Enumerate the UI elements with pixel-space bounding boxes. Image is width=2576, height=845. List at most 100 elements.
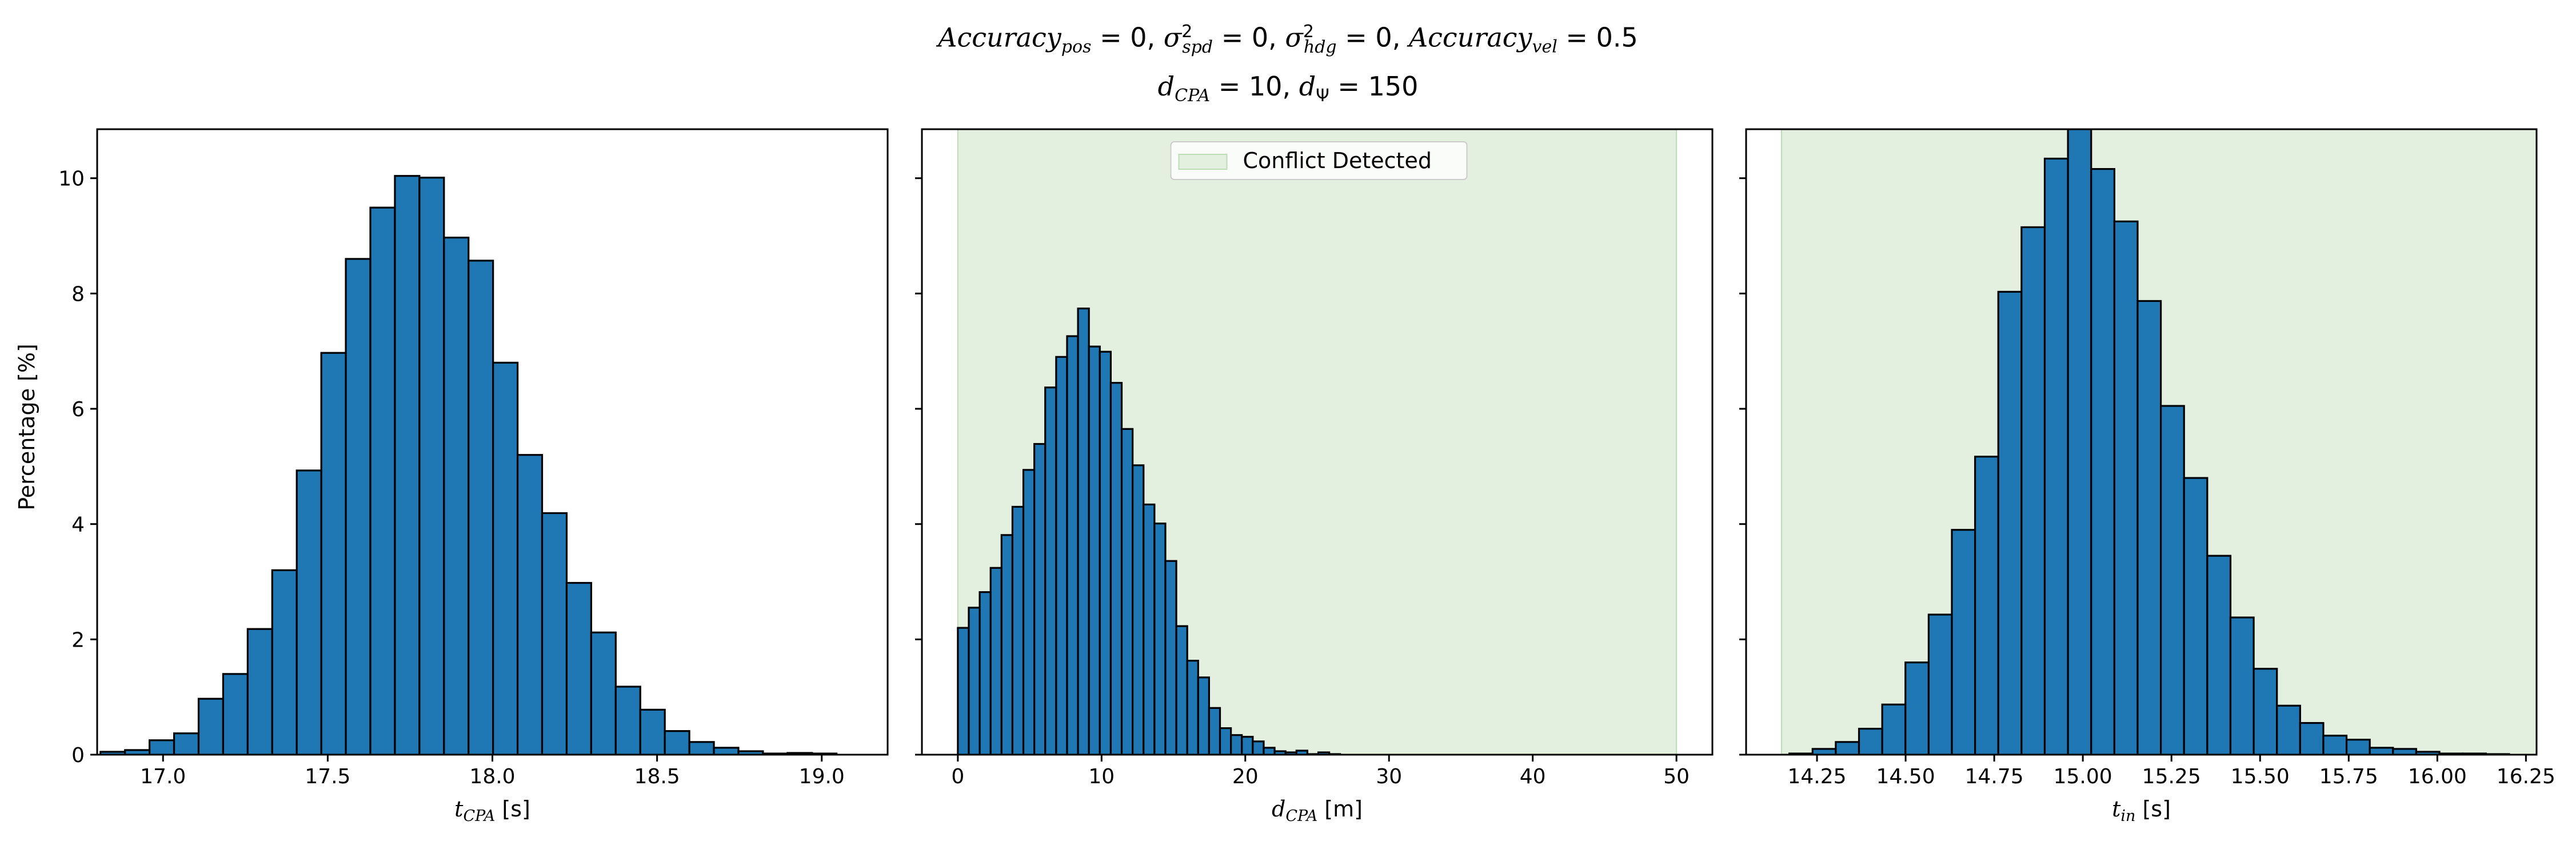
histogram-bar	[1835, 741, 1860, 755]
histogram-bar	[2322, 735, 2348, 755]
x-tick-label: 14.75	[1965, 765, 2024, 788]
legend-swatch	[1178, 154, 1228, 170]
histogram-bar	[492, 361, 519, 755]
histogram-bar	[1974, 456, 1999, 755]
subplot-3: 14.25 14.50 14.75 15.00 15.25 15.50 15.75 16.00…	[1739, 128, 2555, 825]
histogram-bar	[2067, 129, 2092, 755]
histogram-bar	[468, 260, 494, 755]
histogram-bar	[1066, 335, 1079, 755]
x-tick-label: 50	[1663, 765, 1690, 788]
x-tick-label: 15.00	[2054, 765, 2112, 788]
histogram-bar	[639, 708, 666, 755]
histogram-bar	[2276, 704, 2301, 755]
subplot-2: 0 10 20 30 40 50 dCPA [m] Conflict Detected	[915, 128, 1714, 825]
x-tick-label: 0	[951, 765, 964, 788]
x-tick-label: 15.25	[2142, 765, 2201, 788]
histogram-bar	[2160, 405, 2185, 755]
legend: Conflict Detected	[1170, 141, 1468, 180]
histogram-bar	[1263, 747, 1276, 755]
x-tick-label: 15.50	[2231, 765, 2290, 788]
histogram-bar	[1997, 290, 2023, 755]
x-tick-label: 16.00	[2408, 765, 2467, 788]
histogram-bar	[2043, 157, 2069, 755]
y-tick-label: 4	[71, 513, 85, 537]
histogram-bars	[99, 175, 838, 755]
histogram-bar	[1858, 728, 1883, 755]
x-tick-label: 20	[1232, 765, 1259, 788]
histogram-bar	[1000, 534, 1014, 755]
histogram-bar	[2113, 220, 2139, 755]
histogram-bar	[320, 352, 347, 755]
histogram-bar	[2369, 747, 2394, 755]
histogram-bar	[222, 673, 249, 755]
histogram-bar	[1208, 707, 1221, 755]
figure-title-line-2: dCPA = 10, dΨ = 150	[1157, 70, 1419, 106]
histogram-bar	[516, 454, 544, 755]
histogram-bar	[418, 177, 445, 755]
y-tick-label: 2	[71, 628, 85, 652]
histogram-bar	[664, 730, 690, 755]
histogram-bar	[173, 732, 200, 755]
x-tick-label: 17.5	[305, 765, 350, 788]
histogram-bar	[369, 206, 396, 755]
x-axis-label: dCPA [m]	[1272, 796, 1363, 825]
histogram-bar	[149, 739, 175, 755]
histogram-bar	[1044, 386, 1057, 755]
histogram-bar	[1186, 660, 1199, 755]
histogram-bar	[1197, 676, 1211, 755]
figure-title-line-1: Accuracypos = 0, σ2spd = 0, σ2hdg = 0, A…	[938, 22, 1638, 57]
subplot-1: 17.0 17.5 18.0 18.5 19.0 0 2 4 6 8 10 tCPA [s]	[58, 128, 889, 825]
plot-frame	[1745, 128, 2538, 756]
x-tick-label: 14.25	[1788, 765, 1847, 788]
histogram-bar	[1077, 307, 1090, 755]
y-tick-label: 10	[58, 168, 85, 191]
histogram-bar	[1164, 560, 1177, 755]
histogram-bar	[688, 741, 715, 755]
histogram-bar	[1230, 734, 1243, 755]
histogram-bar	[2345, 739, 2371, 755]
histogram-bar	[1951, 529, 1976, 755]
x-tick-label: 17.0	[140, 765, 186, 788]
histogram-bar	[2020, 226, 2046, 755]
x-tick-label: 30	[1376, 765, 1402, 788]
histogram-bar	[2392, 748, 2418, 755]
x-axis-label: tCPA [s]	[454, 796, 530, 825]
x-tick-label: 15.75	[2319, 765, 2378, 788]
histogram-bar	[1055, 356, 1068, 755]
histogram-bar	[2252, 668, 2278, 755]
histogram-bar	[2136, 300, 2162, 755]
histogram-bar	[394, 175, 421, 755]
x-tick-label: 19.0	[799, 765, 845, 788]
x-tick-label: 14.50	[1876, 765, 1935, 788]
histogram-bar	[345, 258, 372, 755]
histogram-bar	[541, 512, 568, 755]
y-tick-label: 0	[71, 744, 85, 767]
histogram-bar	[1927, 613, 1953, 755]
histogram-bar	[979, 591, 992, 755]
histogram-bar	[2229, 616, 2255, 755]
histogram-bar	[1153, 523, 1167, 755]
legend-label: Conflict Detected	[1243, 148, 1432, 173]
histogram-bar	[1904, 661, 1930, 755]
histogram-bar	[443, 236, 470, 755]
histogram-bar	[1022, 469, 1036, 755]
histogram-bar	[197, 697, 225, 755]
histogram-bar	[1033, 443, 1047, 755]
histogram-bar	[1143, 503, 1156, 755]
histogram-bar	[2090, 168, 2115, 755]
histogram-bar	[614, 685, 641, 755]
x-axis-label: tin [s]	[2112, 796, 2171, 825]
histogram-bars	[957, 307, 1341, 755]
histogram-bar	[968, 607, 981, 755]
plot-frame	[921, 128, 1714, 756]
histogram-bar	[246, 628, 273, 755]
histogram-bar	[590, 631, 617, 755]
x-tick-label: 18.0	[469, 765, 515, 788]
histogram-bar	[1252, 740, 1265, 755]
histogram-bar	[1132, 464, 1145, 755]
histogram-bar	[1011, 505, 1025, 755]
histogram-bar	[1241, 736, 1254, 755]
histogram-bar	[295, 469, 322, 755]
histogram-bar	[1175, 625, 1188, 755]
